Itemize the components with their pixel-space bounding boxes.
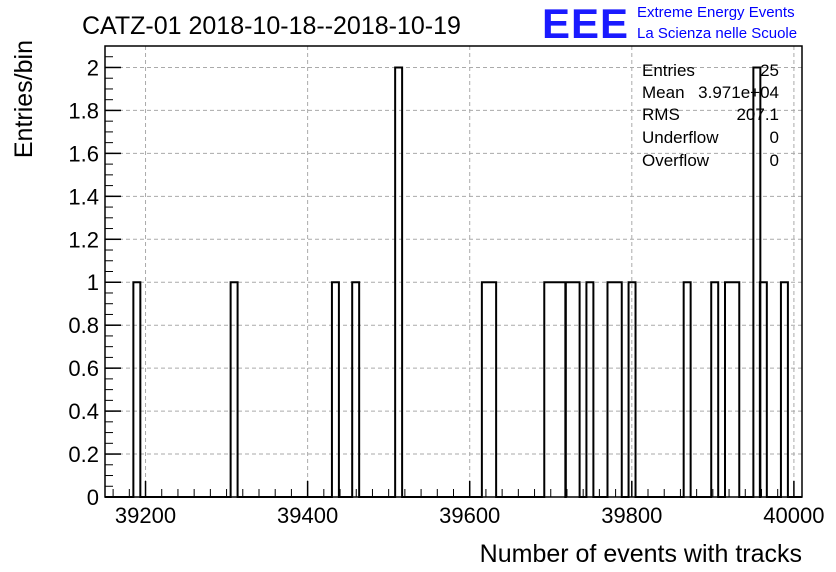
x-tick-label: 39400 bbox=[277, 503, 338, 528]
eee-logo-line1: Extreme Energy Events bbox=[637, 4, 795, 21]
stat-mean-value: 3.971e+04 bbox=[698, 83, 779, 102]
y-axis-label: Entries/bin bbox=[10, 40, 38, 158]
y-tick-label: 2 bbox=[87, 55, 99, 80]
eee-logo-mark: EEE bbox=[542, 0, 629, 47]
histogram-bin bbox=[544, 282, 551, 497]
x-axis-label: Number of events with tracks bbox=[480, 540, 802, 568]
x-tick-label: 40000 bbox=[763, 503, 824, 528]
y-tick-label: 0.2 bbox=[68, 442, 99, 467]
histogram-bin bbox=[732, 282, 739, 497]
histogram-bin bbox=[615, 282, 622, 497]
eee-logo: EEE Extreme Energy Events La Scienza nel… bbox=[542, 0, 797, 47]
stat-underflow-value: 0 bbox=[770, 128, 779, 147]
histogram-bin bbox=[552, 282, 559, 497]
histogram-bin bbox=[352, 282, 359, 497]
stat-mean-label: Mean bbox=[642, 83, 685, 102]
chart-title: CATZ-01 2018-10-18--2018-10-19 bbox=[82, 12, 461, 40]
x-tick-label: 39200 bbox=[115, 503, 176, 528]
histogram-bin bbox=[586, 282, 593, 497]
stat-underflow-label: Underflow bbox=[642, 128, 719, 147]
x-tick-label: 39600 bbox=[439, 503, 500, 528]
stat-overflow-value: 0 bbox=[770, 151, 779, 170]
stats-box: Entries 25 Mean 3.971e+04 RMS 207.1 Unde… bbox=[642, 61, 779, 170]
histogram-bin bbox=[684, 282, 691, 497]
y-tick-label: 1.6 bbox=[68, 141, 99, 166]
grid bbox=[105, 46, 802, 497]
y-tick-label: 0.8 bbox=[68, 313, 99, 338]
histogram-bin bbox=[482, 282, 489, 497]
y-tick-label: 0.4 bbox=[68, 399, 99, 424]
stat-rms-value: 207.1 bbox=[736, 105, 779, 124]
stat-entries-label: Entries bbox=[642, 61, 695, 80]
y-tick-label: 1.2 bbox=[68, 227, 99, 252]
stat-overflow-label: Overflow bbox=[642, 151, 710, 170]
y-tick-label: 0.6 bbox=[68, 356, 99, 381]
plot-frame bbox=[104, 45, 803, 498]
y-tick-label: 1 bbox=[87, 270, 99, 295]
histogram-bin bbox=[711, 282, 718, 497]
stat-entries-value: 25 bbox=[760, 61, 779, 80]
histogram-bin bbox=[489, 282, 496, 497]
histogram-bin bbox=[133, 282, 140, 497]
y-tick-label: 0 bbox=[87, 485, 99, 510]
histogram-bin bbox=[332, 282, 339, 497]
histogram-bin bbox=[607, 282, 614, 497]
y-tick-label: 1.8 bbox=[68, 98, 99, 123]
histogram-bin bbox=[725, 282, 732, 497]
histogram-bin bbox=[781, 282, 788, 497]
eee-logo-line2: La Scienza nelle Scuole bbox=[637, 25, 797, 42]
histogram-bin bbox=[573, 282, 580, 497]
stat-rms-label: RMS bbox=[642, 105, 680, 124]
y-tick-label: 1.4 bbox=[68, 184, 99, 209]
histogram-bin bbox=[231, 282, 238, 497]
axis-ticks: 0 0.2 0.4 0.6 0.8 1 1.2 1.4 1.6 1.8 2 39200 39400 396… bbox=[68, 45, 824, 528]
x-tick-label: 39800 bbox=[601, 503, 662, 528]
